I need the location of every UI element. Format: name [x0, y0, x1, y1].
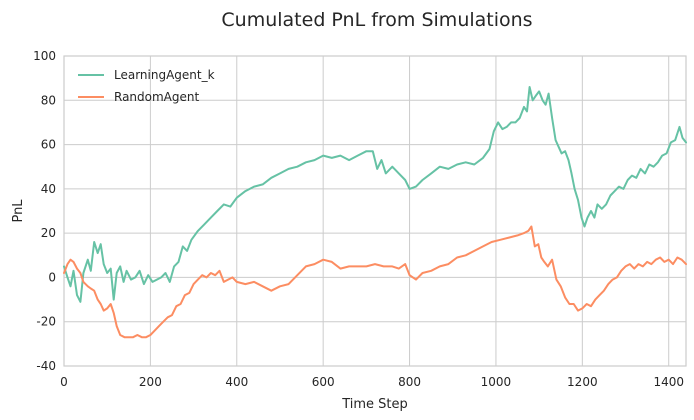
- x-tick-label: 1000: [481, 375, 512, 389]
- y-axis-label: PnL: [11, 199, 26, 223]
- x-tick-label: 400: [225, 375, 248, 389]
- x-tick-label: 800: [398, 375, 421, 389]
- x-tick-label: 600: [312, 375, 335, 389]
- series-line-learning-agent: [63, 86, 687, 303]
- x-axis-label: Time Step: [341, 397, 408, 412]
- x-tick-label: 0: [60, 375, 68, 389]
- y-tick-label: 80: [41, 93, 56, 107]
- x-tick-label: 1400: [653, 375, 684, 389]
- y-tick-label: 100: [33, 49, 56, 63]
- legend-label-random-agent: RandomAgent: [114, 90, 199, 104]
- x-tick-labels: 0 200 400 600 800 1000 1200 1400: [60, 375, 684, 389]
- y-tick-labels: -40 -20 0 20 40 60 80 100: [33, 49, 56, 373]
- y-tick-label: 60: [41, 138, 56, 152]
- y-tick-label: 0: [48, 270, 56, 284]
- y-tick-label: 40: [41, 182, 56, 196]
- y-tick-label: -20: [36, 315, 56, 329]
- series-layer: [63, 86, 687, 339]
- x-tick-label: 200: [139, 375, 162, 389]
- x-tick-label: 1200: [567, 375, 598, 389]
- y-tick-label: 20: [41, 226, 56, 240]
- legend: LearningAgent_k RandomAgent: [78, 68, 215, 104]
- y-tick-label: -40: [36, 359, 56, 373]
- series-line-random-agent: [63, 225, 687, 339]
- legend-label-learning-agent: LearningAgent_k: [114, 68, 215, 82]
- chart-title: Cumulated PnL from Simulations: [221, 9, 532, 31]
